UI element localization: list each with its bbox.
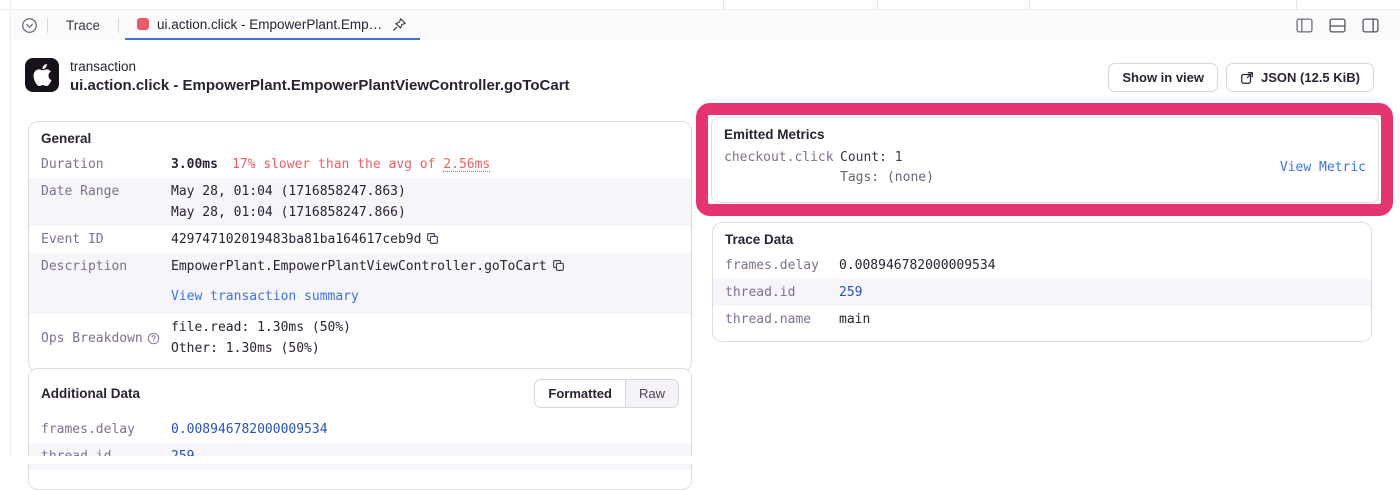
- panel-right-icon: [1362, 18, 1379, 33]
- tab-transaction[interactable]: ui.action.click - EmpowerPlant.Emp…: [125, 10, 420, 40]
- format-toggle: Formatted Raw: [534, 379, 679, 408]
- collapse-tabs-button[interactable]: [17, 13, 41, 37]
- panel-bottom-icon: [1329, 18, 1346, 33]
- event-type-label: transaction: [70, 59, 570, 74]
- table-row: thread.name main: [713, 306, 1371, 333]
- table-row: frames.delay 0.008946782000009534: [713, 252, 1371, 279]
- date-range-start: May 28, 01:04 (1716858247.863): [171, 181, 406, 202]
- row-key: frames.delay: [41, 419, 171, 440]
- open-in-new-icon: [1240, 71, 1254, 85]
- row-key: Ops Breakdown: [41, 328, 171, 349]
- emitted-metrics-section: Emitted Metrics checkout.click Count: 1 …: [711, 117, 1379, 203]
- metric-tags: Tags: (none): [840, 168, 934, 188]
- layout-toggle-group: [1292, 13, 1382, 37]
- emitted-metrics-title: Emitted Metrics: [712, 118, 1378, 146]
- duration-comparison: 17% slower than the avg of 2.56ms: [232, 157, 490, 172]
- row-key: Date Range: [41, 181, 171, 202]
- view-transaction-summary-link[interactable]: View transaction summary: [171, 289, 359, 304]
- trace-data-section: Trace Data frames.delay 0.00894678200000…: [712, 222, 1372, 342]
- tab-transaction-label: ui.action.click - EmpowerPlant.Emp…: [157, 17, 382, 32]
- description-row: Description EmpowerPlant.EmpowerPlantVie…: [29, 253, 691, 314]
- metric-count: Count: 1: [840, 148, 934, 168]
- row-key: thread.name: [725, 309, 839, 330]
- additional-data-title: Additional Data: [41, 386, 140, 401]
- tab-trace[interactable]: Trace: [54, 10, 112, 40]
- tab-divider: [118, 18, 119, 33]
- row-value: main: [839, 309, 870, 330]
- top-remnant-strip: [0, 0, 1400, 10]
- date-range-row: Date Range May 28, 01:04 (1716858247.863…: [29, 178, 691, 226]
- pin-icon[interactable]: [390, 15, 408, 33]
- event-id-value: 429747102019483ba81ba164617ceb9d: [171, 232, 421, 247]
- additional-data-section: Additional Data Formatted Raw frames.del…: [28, 368, 692, 490]
- row-value: 0.008946782000009534: [839, 255, 996, 276]
- layout-drawer-right-button[interactable]: [1358, 13, 1382, 37]
- event-header: transaction ui.action.click - EmpowerPla…: [25, 58, 570, 94]
- copy-icon[interactable]: [552, 259, 565, 272]
- column-divider: [723, 0, 724, 10]
- row-key: frames.delay: [725, 255, 839, 276]
- row-key: Description: [41, 256, 171, 277]
- viewport-clip: [0, 456, 1400, 464]
- apple-logo-icon: [33, 64, 52, 86]
- apple-icon: [25, 58, 59, 92]
- row-key: Event ID: [41, 229, 171, 250]
- column-divider: [877, 0, 878, 10]
- layout-drawer-bottom-button[interactable]: [1325, 13, 1349, 37]
- row-value: 259: [839, 282, 862, 303]
- description-value: EmpowerPlant.EmpowerPlantViewController.…: [171, 259, 547, 274]
- table-row: frames.delay 0.008946782000009534: [29, 416, 691, 443]
- column-divider: [1296, 0, 1297, 10]
- duration-value: 3.00ms: [171, 157, 218, 172]
- event-id-row: Event ID 429747102019483ba81ba164617ceb9…: [29, 226, 691, 253]
- tab-divider: [47, 18, 48, 33]
- general-section-title: General: [29, 122, 691, 151]
- layout-sidebar-left-button[interactable]: [1292, 13, 1316, 37]
- view-metric-link[interactable]: View Metric: [1280, 160, 1366, 175]
- page-title: ui.action.click - EmpowerPlant.EmpowerPl…: [70, 77, 570, 94]
- metric-row: checkout.click Count: 1 Tags: (none) Vie…: [712, 146, 1378, 190]
- duration-row: Duration 3.00ms 17% slower than the avg o…: [29, 151, 691, 178]
- tab-trace-label: Trace: [66, 18, 100, 33]
- formatted-toggle-button[interactable]: Formatted: [535, 380, 626, 407]
- row-value: 0.008946782000009534: [171, 419, 328, 440]
- column-divider: [1029, 0, 1030, 10]
- drawer-tab-bar: Trace ui.action.click - EmpowerPlant.Emp…: [11, 10, 1400, 40]
- table-row: thread.id 259: [713, 279, 1371, 306]
- row-key: Duration: [41, 154, 171, 175]
- row-key: thread.id: [725, 282, 839, 303]
- transaction-op-icon: [137, 18, 149, 30]
- drawer-left-border: [10, 0, 11, 456]
- chevron-down-circle-icon: [21, 17, 38, 34]
- avg-duration-value[interactable]: 2.56ms: [443, 157, 490, 172]
- raw-toggle-button[interactable]: Raw: [626, 380, 678, 407]
- ops-breakdown-row: Ops Breakdown file.read: 1.30ms (50%) Ot…: [29, 314, 691, 362]
- header-actions: Show in view JSON (12.5 KiB): [1108, 63, 1374, 92]
- date-range-end: May 28, 01:04 (1716858247.866): [171, 202, 406, 223]
- question-circle-icon[interactable]: [147, 332, 160, 345]
- show-in-view-button[interactable]: Show in view: [1108, 63, 1218, 92]
- ops-breakdown-line: Other: 1.30ms (50%): [171, 338, 351, 359]
- panel-left-icon: [1296, 18, 1313, 33]
- metric-name: checkout.click: [724, 148, 840, 168]
- ops-breakdown-line: file.read: 1.30ms (50%): [171, 317, 351, 338]
- trace-data-title: Trace Data: [713, 223, 1371, 252]
- copy-icon[interactable]: [426, 232, 439, 245]
- json-download-button[interactable]: JSON (12.5 KiB): [1226, 63, 1374, 92]
- general-section: General Duration 3.00ms 17% slower than t…: [28, 121, 692, 372]
